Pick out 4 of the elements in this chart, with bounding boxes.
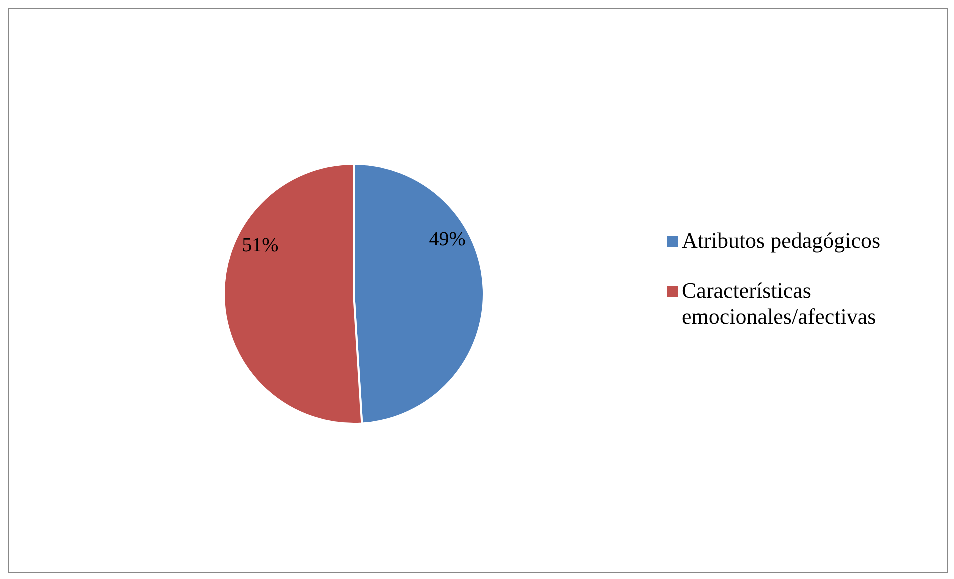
- data-label: 51%: [242, 234, 279, 257]
- data-label: 49%: [429, 228, 466, 251]
- legend-label: Atributos pedagógicos: [682, 228, 881, 254]
- legend-label: Características emocionales/afectivas: [682, 278, 878, 330]
